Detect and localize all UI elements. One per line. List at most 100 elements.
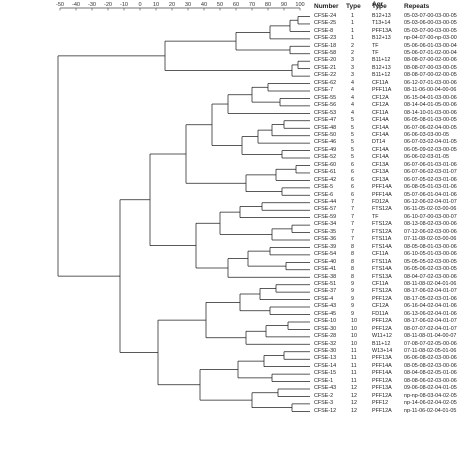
strain-type: 9 (351, 280, 354, 287)
strain-agr-type: CF11A (372, 109, 389, 116)
axis-tick-label: -40 (72, 2, 80, 8)
axis-tick-label: 100 (295, 2, 304, 8)
strain-number: CFSE-44 (314, 199, 337, 206)
strain-number: CFSE-61 (314, 169, 337, 176)
strain-type: 9 (351, 295, 354, 302)
strain-type: 1 (351, 35, 354, 42)
strain-agr-type: PFF12 (372, 400, 389, 407)
axis-tick-label: -50 (56, 2, 64, 8)
table-row: CFSE-62 4 CF11A 06-12-07-01-03-00-06 (0, 80, 474, 87)
table-row: CFSE-35 7 FTS12A 07-12-06-02-03-00-06 (0, 229, 474, 236)
strain-agr-type: T13+14 (372, 20, 391, 27)
strain-repeats: 08-05-08-02-03-00-06 (404, 362, 457, 369)
strain-number: CFSE-55 (314, 94, 337, 101)
strain-repeats: 06-06-03-03-00-05 (404, 131, 449, 138)
strain-agr-type: B11+12 (372, 57, 391, 64)
strain-type: 6 (351, 161, 354, 168)
strain-repeats: 08-04-07-02-03-00-06 (404, 273, 457, 280)
strain-number: CFSE-13 (314, 355, 337, 362)
strain-agr-type: FTS11A (372, 236, 392, 243)
strain-agr-type: PFF11A (372, 87, 392, 94)
strain-type: 7 (351, 228, 354, 235)
strain-agr-type: PFF12A (372, 318, 392, 325)
strain-agr-type: FTS14A (372, 243, 392, 250)
strain-type: 8 (351, 251, 354, 258)
table-row: CFSE-52 5 CF14A 06-06-02-03-01-05 (0, 154, 474, 161)
strain-agr-type: W13+14 (372, 348, 393, 355)
table-row: CFSE-25 1 T13+14 05-03-06-00-03-00-05 (0, 20, 474, 27)
strain-agr-type: PFF13A (372, 385, 392, 392)
table-row: CFSE-5 6 PFF14A 06-08-05-01-03-01-06 (0, 184, 474, 191)
strain-number: CFSE-35 (314, 228, 337, 235)
strain-repeats: 08-08-07-00-02-00-05 (404, 72, 457, 79)
strain-type: 4 (351, 79, 354, 86)
table-row: CFSE-37 9 FTS12A 08-17-06-02-04-01-07 (0, 288, 474, 295)
strain-type: 3 (351, 64, 354, 71)
strain-type: 12 (351, 400, 357, 407)
strain-agr-type: PFF12A (372, 325, 392, 332)
strain-repeats: 06-11-05-02-03-00-06 (404, 206, 457, 213)
strain-number: CFSE-30 (314, 325, 337, 332)
strain-number: CFSE-24 (314, 12, 337, 19)
strain-number: CFSE-54 (314, 251, 337, 258)
table-row: CFSE-54 8 CF11A 06-10-05-01-03-00-06 (0, 251, 474, 258)
strain-number: CFSE-37 (314, 288, 337, 295)
table-row: CFSE-41 8 FTS14A 06-05-06-02-03-00-05 (0, 266, 474, 273)
strain-agr-type: FTS12A (372, 228, 392, 235)
strain-number: CFSE-36 (314, 236, 337, 243)
strain-number: CFSE-48 (314, 124, 337, 131)
strain-agr-type: CF13A (372, 169, 389, 176)
strain-number: CFSE-5 (314, 184, 334, 191)
strain-number: CFSE-23 (314, 35, 337, 42)
strain-number: CFSE-53 (314, 109, 337, 116)
strain-type: 10 (351, 340, 357, 347)
strain-agr-type: PFF12A (372, 407, 392, 414)
strain-type: 5 (351, 117, 354, 124)
strain-type: 2 (351, 50, 354, 57)
header-type2: Type (372, 3, 387, 10)
axis-tick-label: 20 (169, 2, 175, 8)
strain-agr-type: PFF12A (372, 295, 392, 302)
table-row: CFSE-36 7 FTS11A 07-11-08-02-03-00-06 (0, 236, 474, 243)
strain-repeats: 09-06-08-02-04-01-05 (404, 385, 457, 392)
strain-repeats: 06-16-04-02-04-01-06 (404, 303, 457, 310)
strain-type: 9 (351, 310, 354, 317)
table-row: CFSE-7 4 PFF11A 08-11-06-00-04-00-06 (0, 87, 474, 94)
strain-agr-type: B12+13 (372, 35, 391, 42)
table-row: CFSE-15 11 PFF14A 08-04-08-02-05-01-06 (0, 370, 474, 377)
table-row: CFSE-39 8 FTS14A 08-05-08-01-03-00-06 (0, 244, 474, 251)
table-row: CFSE-40 8 FTS11A 05-05-05-02-03-00-05 (0, 259, 474, 266)
strain-repeats: 06-07-06-01-03-01-06 (404, 161, 457, 168)
table-row: CFSE-28 10 W11+12 08-11-08-01-04-00-07 (0, 333, 474, 340)
strain-number: CFSE-39 (314, 243, 337, 250)
strain-agr-type: CF11A (372, 280, 389, 287)
strain-type: 8 (351, 273, 354, 280)
strain-number: CFSE-43 (314, 303, 337, 310)
strain-number: CFSE-43 (314, 385, 337, 392)
strain-number: CFSE-22 (314, 72, 337, 79)
strain-agr-type: PFF14A (372, 191, 392, 198)
strain-number: CFSE-56 (314, 102, 337, 109)
strain-agr-type: PFF12A (372, 377, 392, 384)
strain-repeats: 06-06-08-02-03-00-06 (404, 355, 457, 362)
strain-type: 5 (351, 139, 354, 146)
table-row: CFSE-4 9 PFF12A 08-17-05-02-03-01-06 (0, 296, 474, 303)
strain-repeats: 06-07-05-02-03-01-06 (404, 176, 457, 183)
strain-agr-type: CF14A (372, 146, 389, 153)
strain-repeats: 08-17-05-02-03-01-06 (404, 295, 457, 302)
strain-agr-type: PFF14A (372, 184, 392, 191)
strain-repeats: 06-06-02-03-01-05 (404, 154, 449, 161)
axis-tick-label: -20 (104, 2, 112, 8)
table-row: CFSE-49 5 CF14A 06-05-09-02-03-00-05 (0, 147, 474, 154)
table-row: CFSE-42 6 CF13A 06-07-05-02-03-01-06 (0, 177, 474, 184)
strain-number: CFSE-28 (314, 333, 337, 340)
table-row: CFSE-23 1 B12+13 np-04-07-00-np-03-00 (0, 35, 474, 42)
strain-repeats: 08-11-06-00-04-00-06 (404, 87, 457, 94)
strain-number: CFSE-8 (314, 27, 334, 34)
strain-type: 8 (351, 258, 354, 265)
strain-repeats: np-11-06-02-04-01-05 (404, 407, 457, 414)
table-row: CFSE-20 3 B11+12 08-08-07-00-02-00-06 (0, 57, 474, 64)
table-row: CFSE-53 4 CF11A 08-14-10-01-03-00-06 (0, 110, 474, 117)
strain-repeats: 06-08-05-01-03-01-06 (404, 184, 457, 191)
